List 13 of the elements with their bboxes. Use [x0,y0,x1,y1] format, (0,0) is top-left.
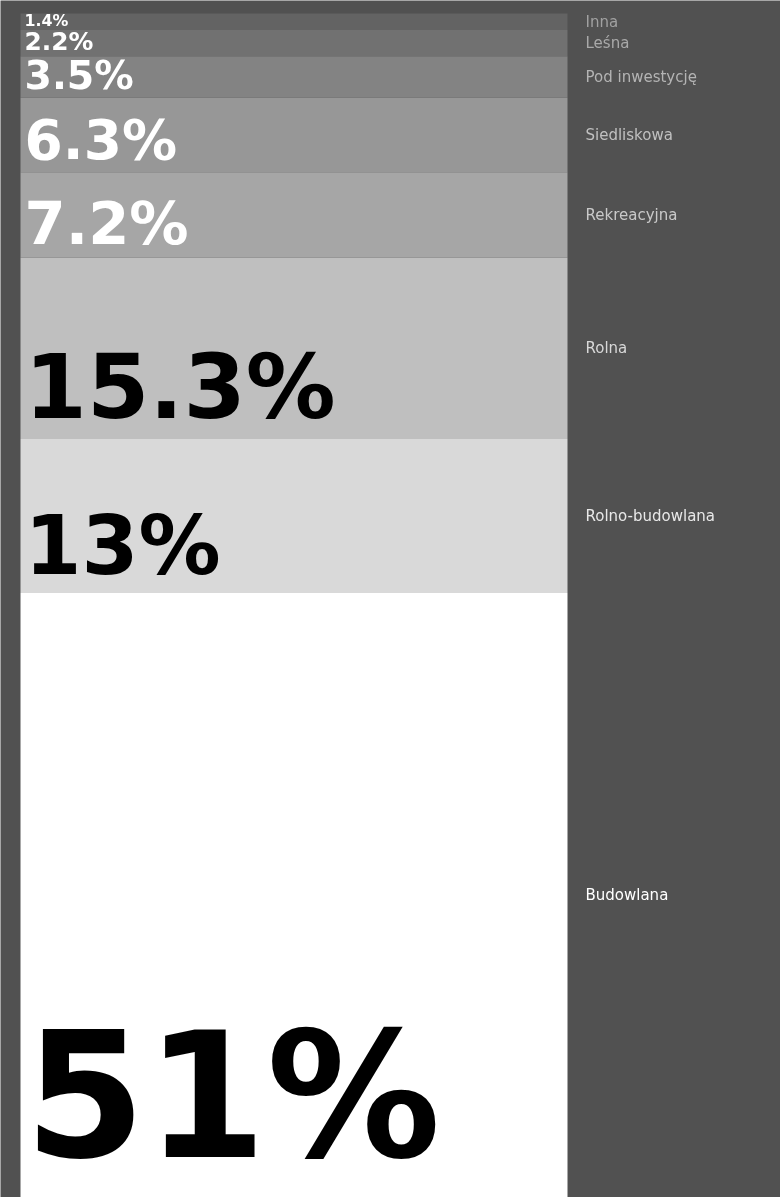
data-label: 7.2% [24,188,189,258]
series-label: Inna [585,12,619,31]
series-label: Rekreacyjna [585,205,678,224]
series-label: Budowlana [585,886,669,905]
series-label: Leśna [585,34,630,53]
series-label: Pod inwestycję [585,67,697,86]
data-label: 15.3% [24,334,336,439]
data-label: 51% [24,995,441,1197]
series-label: Rolna [585,339,628,358]
series-label: Rolno-budowlana [585,507,716,526]
series-label: Siedliskowa [585,125,673,144]
data-label: 13% [24,498,221,594]
data-label: 6.3% [24,108,178,173]
